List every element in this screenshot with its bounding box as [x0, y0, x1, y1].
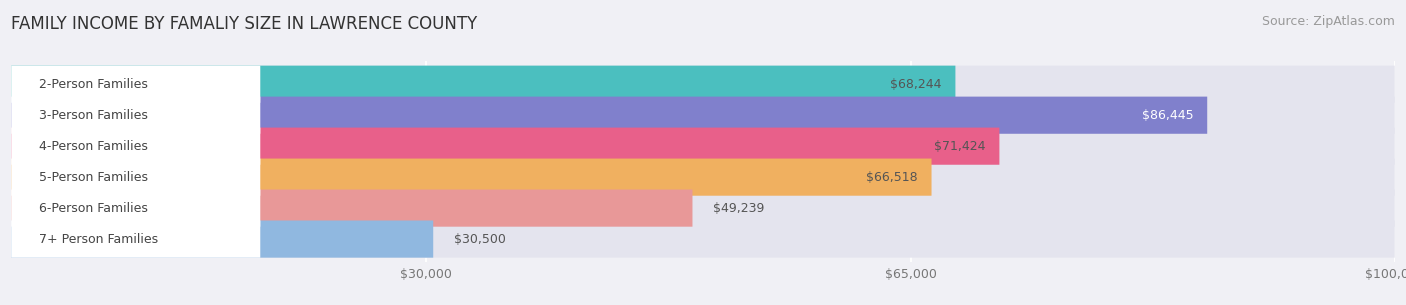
- FancyBboxPatch shape: [11, 66, 956, 103]
- Text: $49,239: $49,239: [713, 202, 765, 215]
- Text: Source: ZipAtlas.com: Source: ZipAtlas.com: [1261, 15, 1395, 28]
- FancyBboxPatch shape: [11, 159, 1395, 196]
- FancyBboxPatch shape: [11, 189, 693, 227]
- FancyBboxPatch shape: [11, 189, 1395, 227]
- Text: $68,244: $68,244: [890, 78, 942, 91]
- Text: $66,518: $66,518: [866, 170, 918, 184]
- FancyBboxPatch shape: [11, 221, 1395, 258]
- Text: 2-Person Families: 2-Person Families: [39, 78, 148, 91]
- FancyBboxPatch shape: [11, 127, 1395, 165]
- FancyBboxPatch shape: [11, 97, 1395, 134]
- FancyBboxPatch shape: [11, 127, 260, 165]
- Text: $71,424: $71,424: [934, 140, 986, 153]
- Text: FAMILY INCOME BY FAMALIY SIZE IN LAWRENCE COUNTY: FAMILY INCOME BY FAMALIY SIZE IN LAWRENC…: [11, 15, 478, 33]
- Text: 7+ Person Families: 7+ Person Families: [39, 233, 157, 246]
- FancyBboxPatch shape: [11, 97, 260, 134]
- Text: 3-Person Families: 3-Person Families: [39, 109, 148, 122]
- FancyBboxPatch shape: [11, 66, 260, 103]
- FancyBboxPatch shape: [11, 159, 260, 196]
- Text: 4-Person Families: 4-Person Families: [39, 140, 148, 153]
- FancyBboxPatch shape: [11, 189, 260, 227]
- Text: 5-Person Families: 5-Person Families: [39, 170, 148, 184]
- FancyBboxPatch shape: [11, 66, 1395, 103]
- Text: $30,500: $30,500: [454, 233, 506, 246]
- FancyBboxPatch shape: [11, 221, 260, 258]
- Text: 6-Person Families: 6-Person Families: [39, 202, 148, 215]
- Text: $86,445: $86,445: [1142, 109, 1194, 122]
- FancyBboxPatch shape: [11, 159, 932, 196]
- FancyBboxPatch shape: [11, 127, 1000, 165]
- FancyBboxPatch shape: [11, 221, 433, 258]
- FancyBboxPatch shape: [11, 97, 1208, 134]
